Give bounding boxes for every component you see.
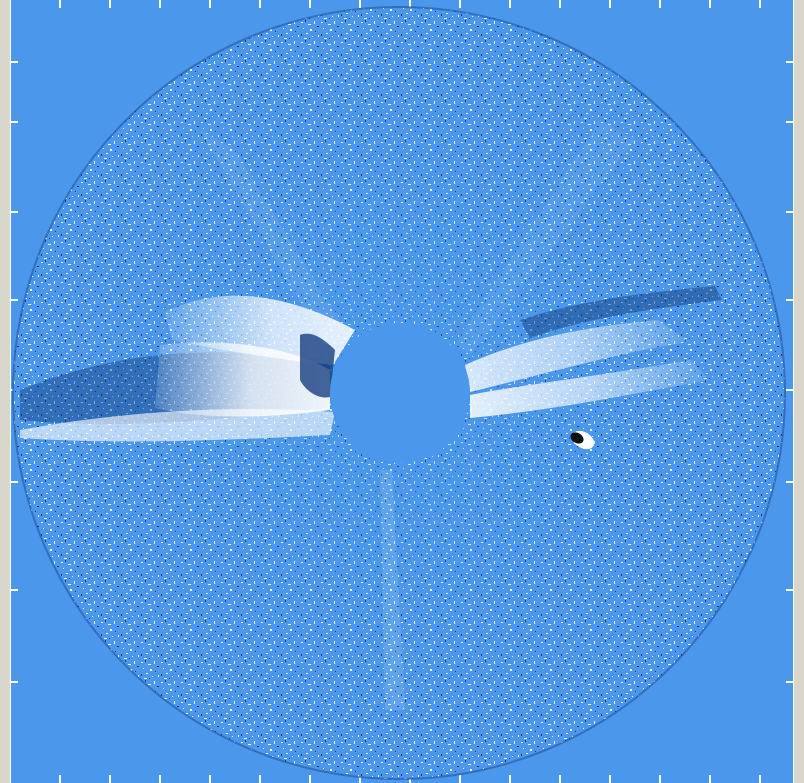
occulter-disk	[330, 323, 470, 463]
tick-marks	[10, 0, 794, 783]
corona-field	[12, 6, 786, 780]
